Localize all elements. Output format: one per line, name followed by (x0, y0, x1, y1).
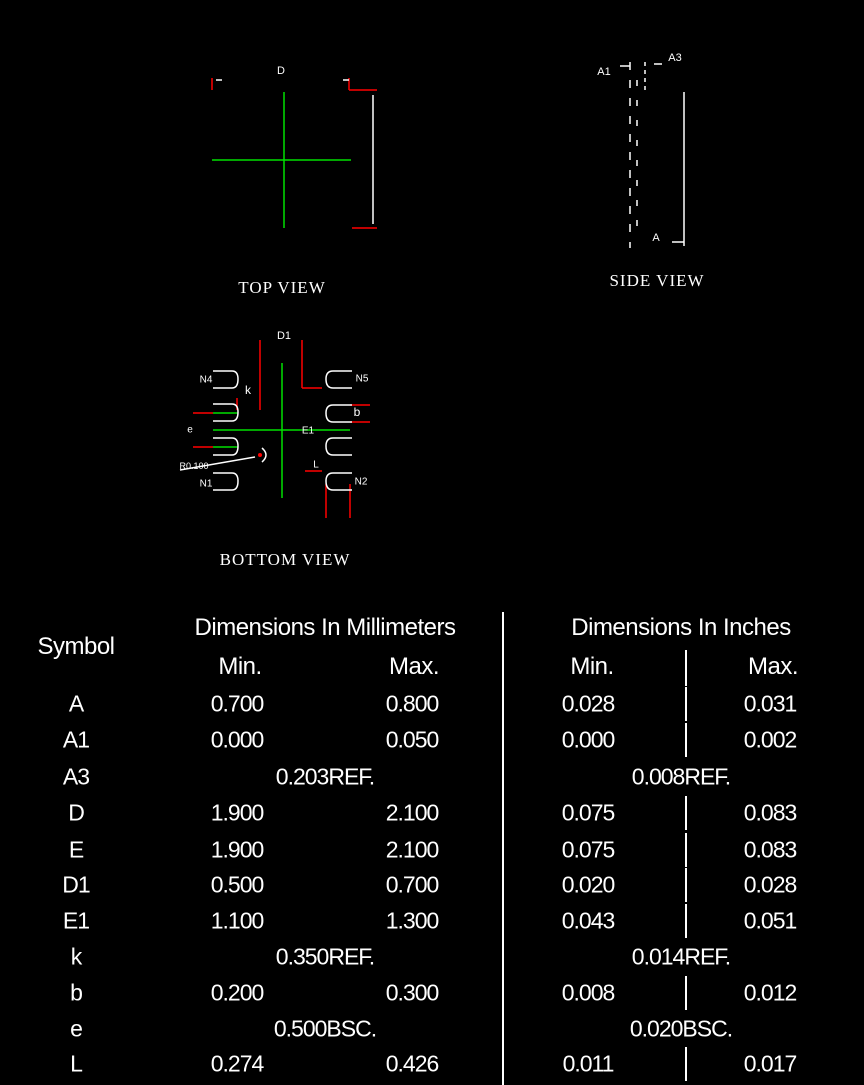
symbol-cell: A (68, 690, 84, 717)
in-span-cell: 0.008REF. (631, 763, 731, 790)
dim-label-d1: D1 (276, 330, 292, 342)
pin-label-n1: N1 (199, 478, 213, 490)
inch-column-divider (685, 687, 687, 721)
in-max-cell: 0.017 (743, 1050, 798, 1077)
mm-min-cell: 0.274 (210, 1050, 265, 1077)
mm-min-cell: 0.700 (210, 690, 265, 717)
symbol-cell: D1 (62, 871, 90, 898)
inch-column-divider (685, 868, 687, 902)
in-span-cell: 0.020BSC. (629, 1015, 733, 1042)
in-max-cell: 0.083 (743, 799, 798, 826)
in-max-cell: 0.028 (743, 871, 798, 898)
in-min-header: Min. (570, 653, 614, 680)
inch-column-divider (685, 833, 687, 867)
in-min-cell: 0.000 (561, 726, 616, 753)
mm-span-cell: 0.350REF. (275, 943, 375, 970)
mm-min-cell: 1.900 (210, 799, 265, 826)
symbol-cell: b (70, 979, 83, 1006)
mm-max-cell: 1.300 (385, 907, 440, 934)
in-min-cell: 0.008 (561, 979, 616, 1006)
in-max-cell: 0.031 (743, 690, 798, 717)
in-min-cell: 0.075 (561, 799, 616, 826)
in-min-cell: 0.075 (561, 836, 616, 863)
inch-column-divider (685, 650, 687, 686)
dim-label-e: e (187, 424, 193, 436)
package-drawing (179, 62, 685, 518)
mm-header: Dimensions In Millimeters (194, 614, 456, 641)
symbol-cell: E1 (62, 907, 90, 934)
mm-min-cell: 0.200 (210, 979, 265, 1006)
dim-label-a3: A3 (668, 52, 682, 64)
in-min-cell: 0.043 (561, 907, 616, 934)
dim-label-k: k (245, 383, 251, 397)
in-max-header: Max. (747, 653, 799, 680)
in-max-cell: 0.083 (743, 836, 798, 863)
mm-max-cell: 0.050 (385, 726, 440, 753)
mm-max-cell: 2.100 (385, 799, 440, 826)
mm-min-cell: 1.100 (210, 907, 265, 934)
top-view-title: TOP VIEW (238, 278, 326, 297)
column-divider (502, 612, 504, 1085)
symbol-cell: A3 (62, 763, 90, 790)
in-min-cell: 0.020 (561, 871, 616, 898)
inch-column-divider (685, 904, 687, 938)
side-view (620, 62, 685, 248)
mm-min-cell: 0.000 (210, 726, 265, 753)
dim-label-a: A (652, 232, 660, 244)
inch-column-divider (685, 796, 687, 830)
dim-label-l: L (313, 459, 319, 471)
dim-label-e1: E1 (301, 425, 315, 437)
mm-min-cell: 0.500 (210, 871, 265, 898)
inch-column-divider (685, 723, 687, 757)
mm-min-cell: 1.900 (210, 836, 265, 863)
inch-column-divider (685, 976, 687, 1010)
dim-label-radius: R0.100 (179, 461, 209, 471)
mm-max-cell: 0.300 (385, 979, 440, 1006)
in-max-cell: 0.012 (743, 979, 798, 1006)
mm-span-cell: 0.203REF. (275, 763, 375, 790)
pin-label-n2: N2 (354, 476, 368, 488)
in-min-cell: 0.028 (561, 690, 616, 717)
symbol-cell: k (70, 943, 82, 970)
mm-span-cell: 0.500BSC. (273, 1015, 377, 1042)
in-max-cell: 0.002 (743, 726, 798, 753)
pin-label-n5: N5 (355, 373, 369, 385)
bottom-view-title: BOTTOM VIEW (219, 550, 351, 569)
mm-max-cell: 0.800 (385, 690, 440, 717)
in-max-cell: 0.051 (743, 907, 798, 934)
symbol-cell: D (68, 799, 85, 826)
in-min-cell: 0.011 (562, 1050, 615, 1077)
bottom-view (179, 340, 370, 518)
side-view-title: SIDE VIEW (609, 271, 705, 290)
mm-min-header: Min. (218, 653, 262, 680)
dim-label-b: b (353, 405, 361, 419)
symbol-cell: A1 (62, 726, 90, 753)
dim-label-d: D (277, 65, 285, 77)
mm-max-cell: 0.700 (385, 871, 440, 898)
symbol-cell: e (70, 1015, 83, 1042)
top-view (211, 78, 377, 229)
pin-label-n4: N4 (199, 374, 213, 386)
symbol-cell: E (68, 836, 84, 863)
symbol-header: Symbol (37, 633, 115, 660)
dim-label-a1: A1 (597, 66, 611, 78)
symbol-cell: L (70, 1050, 83, 1077)
inch-header: Dimensions In Inches (571, 614, 791, 641)
mm-max-cell: 2.100 (385, 836, 440, 863)
mm-max-header: Max. (388, 653, 440, 680)
mm-max-cell: 0.426 (385, 1050, 440, 1077)
in-span-cell: 0.014REF. (631, 943, 731, 970)
inch-column-divider (685, 1047, 687, 1081)
